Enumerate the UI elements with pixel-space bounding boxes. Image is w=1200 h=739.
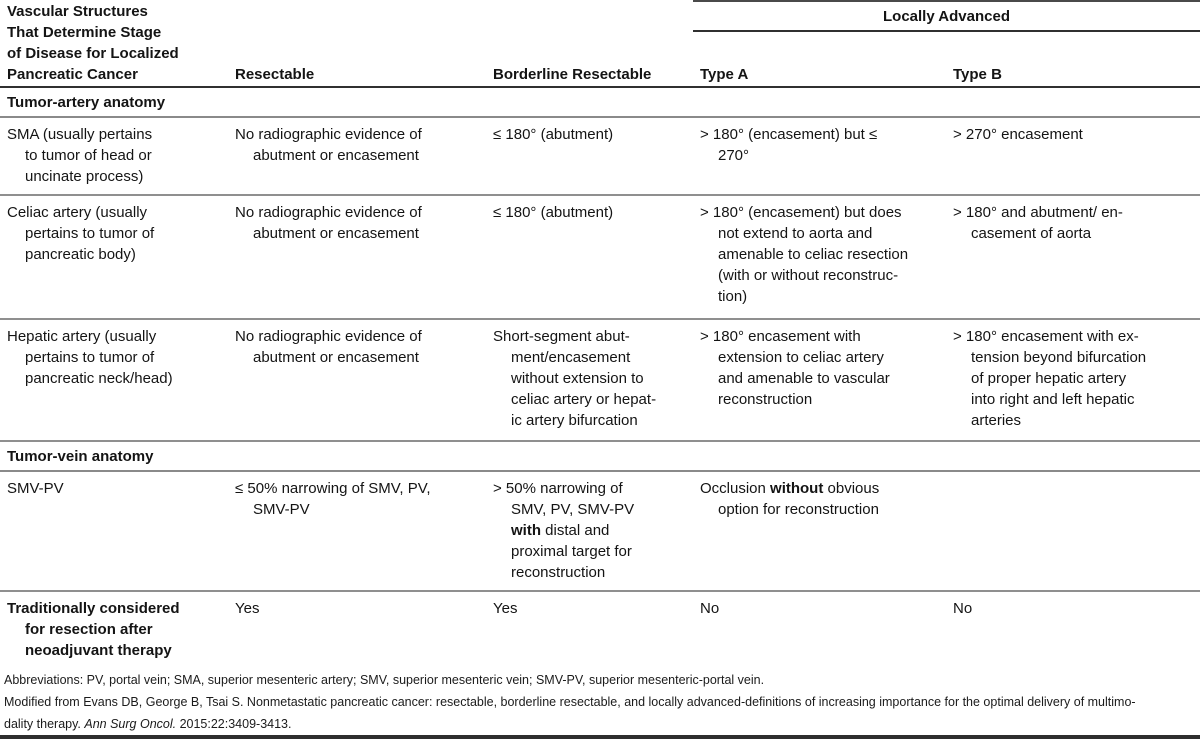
cell-celiac-type-a: > 180° (encasement) but does not extend … [700, 204, 909, 305]
locally-advanced-spanner: Locally Advanced [693, 2, 1200, 32]
cell-celiac-borderline: ≤ 180° (abutment) [493, 204, 614, 221]
type-subheaders: Type A Type B [693, 64, 1200, 86]
section-tumor-vein-label: Tumor-vein anatomy [7, 448, 154, 465]
cell-smv-type-b [946, 472, 1200, 590]
row-traditional-resection: Traditionally considered for resection a… [0, 592, 1200, 664]
header-type-b: Type B [953, 66, 1002, 83]
section-tumor-artery-label: Tumor-artery anatomy [7, 94, 166, 111]
header-borderline-resectable: Borderline Resectable [493, 66, 652, 83]
footnote-citation: Modified from Evans DB, George B, Tsai S… [4, 695, 1136, 731]
cell-smv-borderline: > 50% narrowing of SMV, PV, SMV-PV with … [493, 480, 635, 581]
cell-sma-type-a: > 180° (encasement) but ≤ 270° [700, 126, 878, 164]
header-type-a: Type A [700, 66, 749, 83]
row-hepatic: Hepatic artery (usually pertains to tumo… [0, 320, 1200, 442]
row-celiac: Celiac artery (usually pertains to tumor… [0, 196, 1200, 320]
table-header-row: Vascular Structures That Determine Stage… [0, 0, 1200, 88]
section-tumor-artery: Tumor-artery anatomy [0, 88, 1200, 118]
footnote-abbreviations: Abbreviations: PV, portal vein; SMA, sup… [4, 673, 765, 687]
footnotes: Abbreviations: PV, portal vein; SMA, sup… [0, 664, 1200, 735]
cell-celiac-type-b: > 180° and abutment/ en- casement of aor… [953, 204, 1123, 242]
cell-sma-resectable: No radiographic evidence of abutment or … [235, 126, 422, 164]
cell-sma-type-b: > 270° encasement [953, 126, 1083, 143]
cell-sma-borderline: ≤ 180° (abutment) [493, 126, 614, 143]
cell-traditional-label: Traditionally considered for resection a… [7, 600, 180, 659]
cell-hepatic-borderline: Short-segment abut- ment/encasement with… [493, 328, 657, 429]
row-smv-pv: SMV-PV ≤ 50% narrowing of SMV, PV, SMV-P… [0, 472, 1200, 592]
cell-hepatic-type-b: > 180° encasement with ex- tension beyon… [953, 328, 1147, 429]
cell-celiac-resectable: No radiographic evidence of abutment or … [235, 204, 422, 242]
cell-traditional-borderline: Yes [493, 600, 518, 617]
row-sma: SMA (usually pertains to tumor of head o… [0, 118, 1200, 196]
cell-sma-label: SMA (usually pertains to tumor of head o… [7, 126, 153, 185]
cell-hepatic-resectable: No radiographic evidence of abutment or … [235, 328, 422, 366]
cell-traditional-type-a: No [700, 600, 720, 617]
cell-hepatic-type-a: > 180° encasement with extension to celi… [700, 328, 890, 408]
cell-hepatic-label: Hepatic artery (usually pertains to tumo… [7, 328, 173, 387]
header-stub-title: Vascular Structures That Determine Stage… [7, 3, 179, 83]
cell-celiac-label: Celiac artery (usually pertains to tumor… [7, 204, 155, 263]
cell-smv-label: SMV-PV [7, 480, 64, 497]
cell-smv-resectable: ≤ 50% narrowing of SMV, PV, SMV-PV [235, 480, 431, 518]
header-resectable: Resectable [235, 66, 315, 83]
cell-traditional-resectable: Yes [235, 600, 260, 617]
cell-traditional-type-b: No [953, 600, 973, 617]
cell-smv-type-a: Occlusion without obvious option for rec… [700, 480, 880, 518]
section-tumor-vein: Tumor-vein anatomy [0, 442, 1200, 472]
locally-advanced-group: Locally Advanced Type A Type B [693, 0, 1200, 86]
